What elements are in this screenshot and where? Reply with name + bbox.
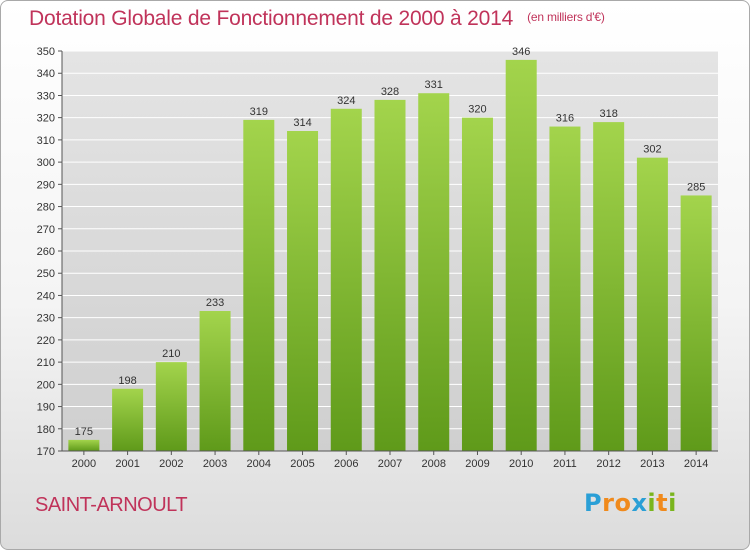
data-label-2001: 198 (118, 375, 136, 387)
logo-letter: t (656, 489, 669, 517)
x-tick-label-2004: 2004 (247, 458, 271, 470)
bar-2009 (461, 117, 493, 452)
bar-2014 (680, 195, 712, 451)
commune-name: SAINT-ARNOULT (35, 494, 188, 516)
bar-2005 (287, 131, 319, 451)
x-tick-label-2007: 2007 (378, 458, 402, 470)
data-label-2003: 233 (206, 297, 224, 309)
data-label-2008: 331 (425, 79, 443, 91)
x-tick-label-2009: 2009 (465, 458, 489, 470)
data-label-2011: 316 (556, 113, 574, 125)
x-tick-label-2006: 2006 (334, 458, 358, 470)
y-tick-label-350: 350 (37, 46, 55, 58)
bar-2010 (505, 59, 537, 452)
bar-2011 (549, 126, 581, 452)
y-tick-label-340: 340 (37, 68, 55, 80)
y-tick-label-170: 170 (37, 446, 55, 458)
x-tick-label-2002: 2002 (159, 458, 183, 470)
y-tick-label-190: 190 (37, 402, 55, 414)
bar-2002 (155, 362, 187, 451)
data-label-2007: 328 (381, 86, 399, 98)
x-tick-label-2000: 2000 (72, 458, 96, 470)
data-label-2000: 175 (75, 426, 93, 438)
bar-2001 (112, 388, 144, 451)
logo-letter: x (631, 489, 648, 517)
unit-label: (en milliers d'€) (527, 10, 605, 24)
bar-2008 (418, 93, 450, 451)
x-tick-label-2014: 2014 (684, 458, 708, 470)
data-label-2005: 314 (293, 117, 311, 129)
chart-title: Dotation Globale de Fonctionnement de 20… (29, 7, 605, 31)
y-tick-label-230: 230 (37, 313, 55, 325)
bar-2003 (199, 311, 231, 451)
y-tick-label-280: 280 (37, 202, 55, 214)
proxiti-logo: Proxiti (584, 489, 677, 517)
x-tick-label-2001: 2001 (115, 458, 139, 470)
data-label-2013: 302 (643, 144, 661, 156)
y-tick-label-250: 250 (37, 268, 55, 280)
data-label-2002: 210 (162, 348, 180, 360)
y-tick-label-330: 330 (37, 90, 55, 102)
x-tick-label-2008: 2008 (421, 458, 445, 470)
logo-letter: o (614, 489, 632, 517)
y-tick-label-270: 270 (37, 224, 55, 236)
y-tick-label-260: 260 (37, 246, 55, 258)
title-text: Dotation Globale de Fonctionnement de 20… (29, 7, 514, 30)
y-tick-label-200: 200 (37, 379, 55, 391)
bar-2013 (636, 157, 668, 451)
data-label-2010: 346 (512, 46, 530, 58)
logo-letter: P (584, 489, 603, 517)
y-tick-label-300: 300 (37, 157, 55, 169)
y-tick-label-240: 240 (37, 290, 55, 302)
y-tick-label-210: 210 (37, 357, 55, 369)
x-tick-label-2013: 2013 (640, 458, 664, 470)
x-tick-label-2003: 2003 (203, 458, 227, 470)
x-tick-label-2010: 2010 (509, 458, 533, 470)
logo-letter: r (602, 489, 615, 517)
bar-2004 (243, 119, 275, 451)
y-tick-label-310: 310 (37, 135, 55, 147)
bar-2007 (374, 99, 406, 451)
data-label-2012: 318 (599, 108, 617, 120)
x-tick-label-2011: 2011 (553, 458, 577, 470)
y-tick-label-220: 220 (37, 335, 55, 347)
logo-letter: i (647, 489, 657, 517)
data-label-2014: 285 (687, 181, 705, 193)
data-label-2006: 324 (337, 95, 355, 107)
bar-2012 (593, 122, 625, 451)
y-tick-label-180: 180 (37, 424, 55, 436)
x-tick-label-2005: 2005 (290, 458, 314, 470)
x-tick-label-2012: 2012 (596, 458, 620, 470)
data-label-2004: 319 (250, 106, 268, 118)
y-tick-label-290: 290 (37, 179, 55, 191)
bar-2000 (68, 439, 100, 451)
data-label-2009: 320 (468, 104, 486, 116)
bar-2006 (330, 108, 362, 452)
logo-letter: i (668, 489, 677, 517)
y-tick-label-320: 320 (37, 113, 55, 125)
